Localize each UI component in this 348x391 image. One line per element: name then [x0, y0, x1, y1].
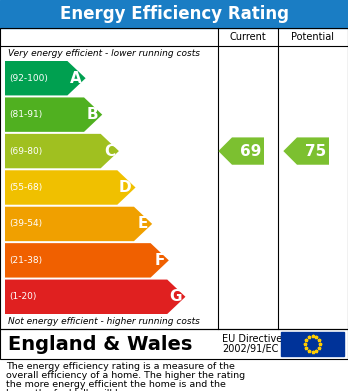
- Text: E: E: [138, 217, 148, 231]
- Text: G: G: [169, 289, 181, 304]
- Text: 2002/91/EC: 2002/91/EC: [222, 344, 278, 354]
- Text: England & Wales: England & Wales: [8, 334, 192, 353]
- Polygon shape: [218, 137, 264, 165]
- Bar: [281, 332, 344, 356]
- Polygon shape: [5, 134, 119, 168]
- Text: Not energy efficient - higher running costs: Not energy efficient - higher running co…: [8, 317, 200, 326]
- Text: C: C: [104, 143, 115, 159]
- Text: lower the fuel bills will be.: lower the fuel bills will be.: [6, 389, 130, 391]
- Text: Current: Current: [230, 32, 266, 42]
- Text: (1-20): (1-20): [9, 292, 37, 301]
- Text: (39-54): (39-54): [9, 219, 42, 228]
- Text: 75: 75: [305, 143, 326, 159]
- Text: the more energy efficient the home is and the: the more energy efficient the home is an…: [6, 380, 226, 389]
- Text: The energy efficiency rating is a measure of the: The energy efficiency rating is a measur…: [6, 362, 235, 371]
- Polygon shape: [5, 170, 135, 205]
- Polygon shape: [5, 207, 152, 241]
- Text: Energy Efficiency Rating: Energy Efficiency Rating: [60, 5, 288, 23]
- Text: B: B: [87, 107, 98, 122]
- Text: D: D: [119, 180, 132, 195]
- Text: (55-68): (55-68): [9, 183, 42, 192]
- Text: Very energy efficient - lower running costs: Very energy efficient - lower running co…: [8, 48, 200, 57]
- Text: (21-38): (21-38): [9, 256, 42, 265]
- Bar: [0, 329, 348, 359]
- Text: overall efficiency of a home. The higher the rating: overall efficiency of a home. The higher…: [6, 371, 245, 380]
- Polygon shape: [283, 137, 329, 165]
- Text: (69-80): (69-80): [9, 147, 42, 156]
- Text: Potential: Potential: [292, 32, 334, 42]
- Bar: [0, 28, 348, 329]
- Text: 69: 69: [240, 143, 261, 159]
- Polygon shape: [5, 243, 169, 278]
- Bar: [0, 0, 348, 28]
- Text: F: F: [155, 253, 165, 268]
- Polygon shape: [5, 97, 102, 132]
- Polygon shape: [5, 280, 185, 314]
- Text: (92-100): (92-100): [9, 74, 48, 83]
- Text: A: A: [70, 71, 82, 86]
- Text: (81-91): (81-91): [9, 110, 42, 119]
- Polygon shape: [5, 61, 86, 95]
- Text: EU Directive: EU Directive: [222, 334, 282, 344]
